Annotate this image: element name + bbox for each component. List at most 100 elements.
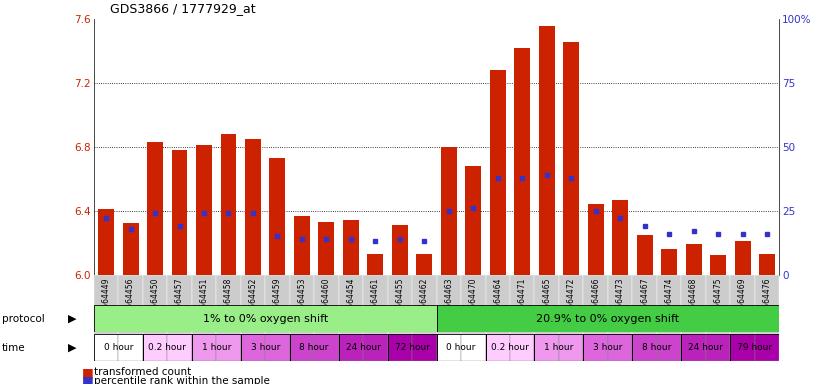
- Bar: [339, 275, 363, 277]
- Bar: [94, 275, 118, 277]
- Text: ▶: ▶: [68, 314, 76, 324]
- Text: GSM564469: GSM564469: [738, 278, 747, 324]
- Bar: [167, 275, 192, 277]
- Text: GSM564456: GSM564456: [126, 278, 135, 324]
- Bar: [412, 275, 437, 334]
- Bar: [363, 334, 388, 361]
- Bar: [534, 334, 559, 361]
- Bar: [563, 41, 579, 275]
- Bar: [734, 241, 751, 275]
- Bar: [94, 305, 437, 332]
- Bar: [510, 275, 534, 277]
- Bar: [534, 334, 583, 361]
- Bar: [192, 275, 216, 334]
- Bar: [486, 334, 510, 361]
- Bar: [437, 275, 461, 334]
- Bar: [314, 334, 339, 361]
- Bar: [220, 134, 237, 275]
- Bar: [632, 334, 657, 361]
- Bar: [143, 334, 192, 361]
- Text: GSM564460: GSM564460: [322, 278, 331, 324]
- Bar: [608, 334, 632, 361]
- Bar: [94, 334, 118, 361]
- Bar: [412, 334, 437, 361]
- Bar: [290, 275, 314, 334]
- Bar: [730, 334, 755, 361]
- Bar: [265, 275, 290, 277]
- Bar: [632, 275, 657, 277]
- Bar: [290, 334, 314, 361]
- Bar: [343, 220, 359, 275]
- Bar: [118, 334, 143, 361]
- Text: 8 hour: 8 hour: [642, 343, 672, 352]
- Bar: [363, 275, 388, 277]
- Text: percentile rank within the sample: percentile rank within the sample: [94, 376, 270, 384]
- Text: GSM564451: GSM564451: [199, 278, 209, 324]
- Bar: [241, 334, 290, 361]
- Bar: [510, 275, 534, 334]
- Text: GSM564471: GSM564471: [517, 278, 527, 324]
- Text: GDS3866 / 1777929_at: GDS3866 / 1777929_at: [110, 2, 255, 15]
- Bar: [583, 275, 608, 277]
- Bar: [192, 334, 241, 361]
- Bar: [755, 275, 779, 334]
- Bar: [486, 275, 510, 277]
- Bar: [143, 334, 167, 361]
- Bar: [388, 275, 412, 334]
- Bar: [388, 334, 412, 361]
- Bar: [534, 275, 559, 277]
- Bar: [657, 334, 681, 361]
- Text: 1 hour: 1 hour: [202, 343, 231, 352]
- Bar: [339, 334, 363, 361]
- Bar: [685, 244, 702, 275]
- Bar: [363, 275, 388, 334]
- Text: 20.9% to 0% oxygen shift: 20.9% to 0% oxygen shift: [536, 314, 680, 324]
- Bar: [661, 249, 677, 275]
- Bar: [167, 334, 192, 361]
- Bar: [486, 275, 510, 334]
- Bar: [143, 275, 167, 334]
- Bar: [265, 275, 290, 334]
- Bar: [265, 334, 290, 361]
- Text: GSM564450: GSM564450: [150, 278, 160, 324]
- Text: GSM564455: GSM564455: [395, 278, 405, 324]
- Bar: [367, 254, 384, 275]
- Bar: [339, 275, 363, 334]
- Bar: [759, 254, 775, 275]
- Bar: [706, 275, 730, 277]
- Bar: [608, 275, 632, 277]
- Bar: [710, 255, 726, 275]
- Bar: [388, 334, 437, 361]
- Bar: [122, 223, 139, 275]
- Bar: [755, 275, 779, 277]
- Bar: [657, 275, 681, 334]
- Text: GSM564464: GSM564464: [493, 278, 503, 324]
- Bar: [583, 334, 632, 361]
- Text: protocol: protocol: [2, 314, 44, 324]
- Bar: [412, 275, 437, 277]
- Text: GSM564472: GSM564472: [566, 278, 576, 324]
- Bar: [437, 275, 461, 277]
- Text: GSM564465: GSM564465: [542, 278, 552, 324]
- Bar: [534, 275, 559, 334]
- Text: 8 hour: 8 hour: [299, 343, 329, 352]
- Bar: [392, 225, 408, 275]
- Text: GSM564462: GSM564462: [419, 278, 429, 324]
- Bar: [118, 275, 143, 334]
- Bar: [490, 70, 506, 275]
- Text: ▶: ▶: [68, 343, 76, 353]
- Text: GSM564473: GSM564473: [615, 278, 625, 324]
- Text: GSM564458: GSM564458: [224, 278, 233, 324]
- Bar: [318, 222, 335, 275]
- Bar: [681, 275, 706, 277]
- Text: GSM564467: GSM564467: [640, 278, 650, 324]
- Bar: [583, 275, 608, 334]
- Bar: [730, 275, 755, 277]
- Text: transformed count: transformed count: [94, 367, 191, 377]
- Bar: [608, 275, 632, 334]
- Text: GSM564453: GSM564453: [297, 278, 307, 324]
- Bar: [559, 275, 583, 334]
- Bar: [636, 235, 653, 275]
- Bar: [632, 275, 657, 334]
- Bar: [514, 48, 530, 275]
